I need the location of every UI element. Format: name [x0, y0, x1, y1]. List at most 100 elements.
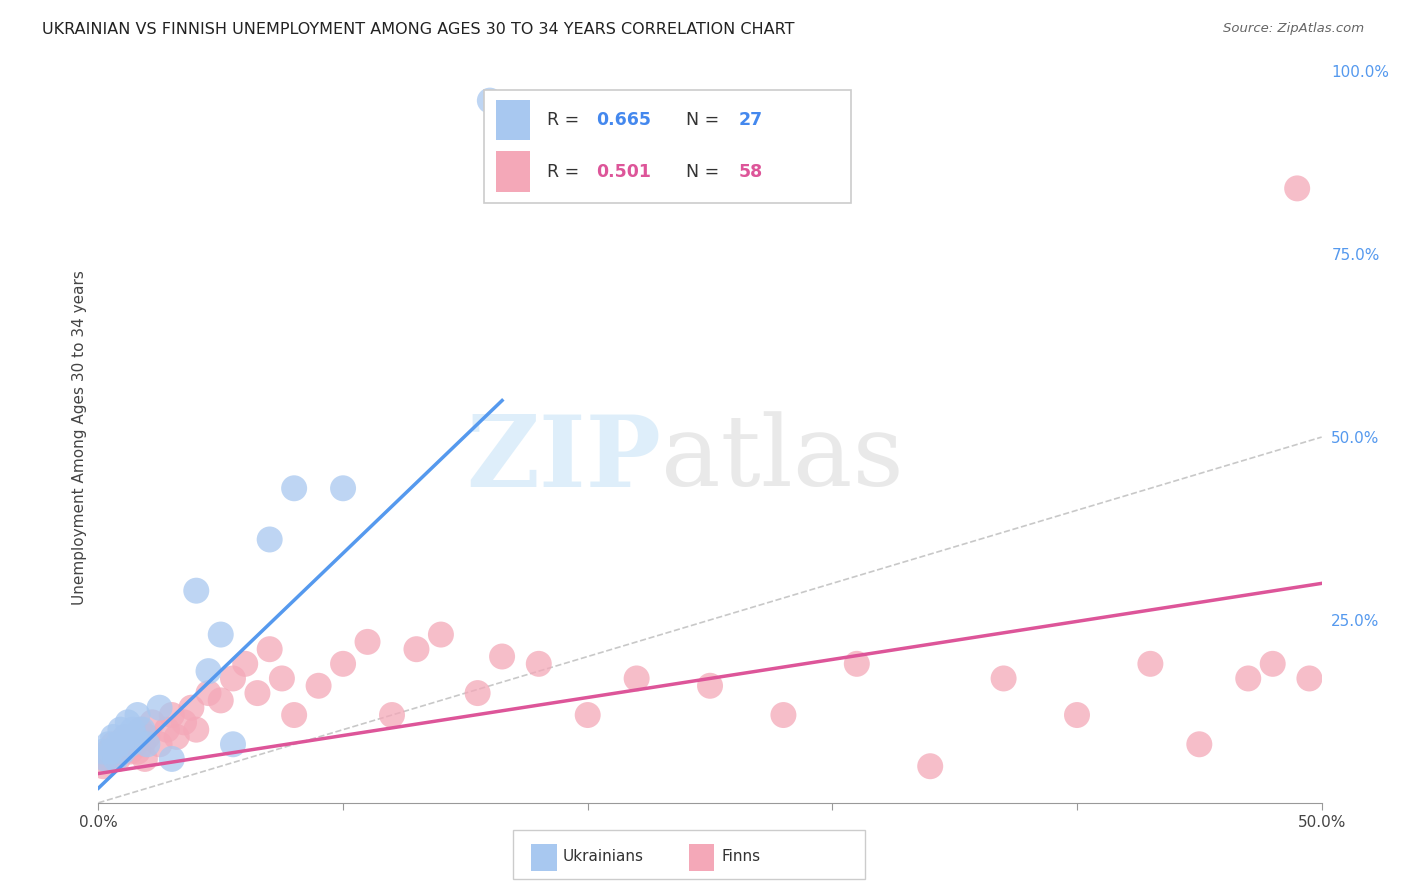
Point: [197, 664, 219, 678]
Point: [166, 730, 188, 744]
Point: [491, 649, 513, 664]
Point: [100, 745, 122, 759]
Point: [127, 745, 149, 759]
Point: [527, 657, 550, 671]
Point: [114, 730, 136, 744]
Point: [94, 752, 117, 766]
Point: [97, 737, 120, 751]
Point: [186, 723, 208, 737]
Point: [120, 745, 142, 759]
Text: Ukrainians: Ukrainians: [562, 849, 644, 863]
FancyBboxPatch shape: [496, 152, 530, 192]
Point: [121, 730, 143, 744]
Text: N =: N =: [686, 112, 724, 129]
Point: [127, 708, 149, 723]
Point: [149, 737, 172, 751]
Point: [259, 533, 281, 547]
Point: [209, 693, 232, 707]
Point: [283, 481, 305, 495]
Point: [114, 730, 136, 744]
Point: [772, 708, 794, 723]
Point: [270, 672, 294, 686]
Point: [478, 94, 501, 108]
Point: [222, 672, 245, 686]
Point: [259, 642, 281, 657]
Text: ZIP: ZIP: [467, 410, 661, 508]
Point: [209, 627, 232, 641]
Point: [1188, 737, 1211, 751]
Point: [110, 737, 132, 751]
Text: 0.501: 0.501: [596, 162, 651, 180]
Point: [136, 730, 159, 744]
Text: 0.665: 0.665: [596, 112, 651, 129]
Point: [197, 686, 219, 700]
Text: Source: ZipAtlas.com: Source: ZipAtlas.com: [1223, 22, 1364, 36]
Point: [117, 737, 139, 751]
Point: [1237, 672, 1260, 686]
Text: 27: 27: [738, 112, 762, 129]
Point: [131, 737, 153, 751]
Point: [111, 745, 134, 759]
Point: [149, 700, 172, 714]
Point: [97, 745, 120, 759]
Point: [699, 679, 721, 693]
Point: [222, 737, 245, 751]
Point: [233, 657, 256, 671]
Text: UKRAINIAN VS FINNISH UNEMPLOYMENT AMONG AGES 30 TO 34 YEARS CORRELATION CHART: UKRAINIAN VS FINNISH UNEMPLOYMENT AMONG …: [42, 22, 794, 37]
Point: [173, 715, 195, 730]
Point: [107, 752, 129, 766]
Point: [1286, 181, 1309, 195]
Point: [110, 723, 132, 737]
Point: [160, 708, 183, 723]
Point: [101, 737, 124, 751]
FancyBboxPatch shape: [496, 100, 530, 140]
Point: [124, 737, 146, 751]
Point: [180, 700, 202, 714]
Point: [156, 723, 179, 737]
Point: [104, 745, 127, 759]
Point: [332, 657, 354, 671]
Point: [405, 642, 427, 657]
Point: [467, 686, 489, 700]
Point: [845, 657, 868, 671]
Point: [920, 759, 942, 773]
Point: [91, 745, 114, 759]
Point: [131, 723, 153, 737]
Text: R =: R =: [547, 162, 585, 180]
Point: [246, 686, 269, 700]
Point: [91, 759, 114, 773]
Point: [124, 730, 146, 744]
Point: [381, 708, 404, 723]
Point: [136, 737, 159, 751]
Point: [141, 715, 163, 730]
Point: [1261, 657, 1284, 671]
Point: [160, 752, 183, 766]
Text: R =: R =: [547, 112, 585, 129]
Text: 58: 58: [738, 162, 762, 180]
Point: [993, 672, 1015, 686]
Point: [104, 752, 127, 766]
Point: [111, 745, 134, 759]
Point: [576, 708, 599, 723]
Point: [283, 708, 305, 723]
Point: [134, 752, 156, 766]
Point: [1139, 657, 1161, 671]
Point: [94, 752, 117, 766]
Point: [117, 715, 139, 730]
Point: [101, 730, 124, 744]
Point: [100, 752, 122, 766]
Point: [186, 583, 208, 598]
Point: [120, 737, 142, 751]
Point: [356, 635, 378, 649]
Text: N =: N =: [686, 162, 724, 180]
Point: [129, 723, 152, 737]
Text: Finns: Finns: [721, 849, 761, 863]
Point: [121, 723, 143, 737]
Point: [308, 679, 330, 693]
Point: [626, 672, 648, 686]
Point: [1298, 672, 1320, 686]
Point: [1066, 708, 1088, 723]
FancyBboxPatch shape: [484, 90, 851, 203]
Y-axis label: Unemployment Among Ages 30 to 34 years: Unemployment Among Ages 30 to 34 years: [72, 269, 87, 605]
Point: [332, 481, 354, 495]
